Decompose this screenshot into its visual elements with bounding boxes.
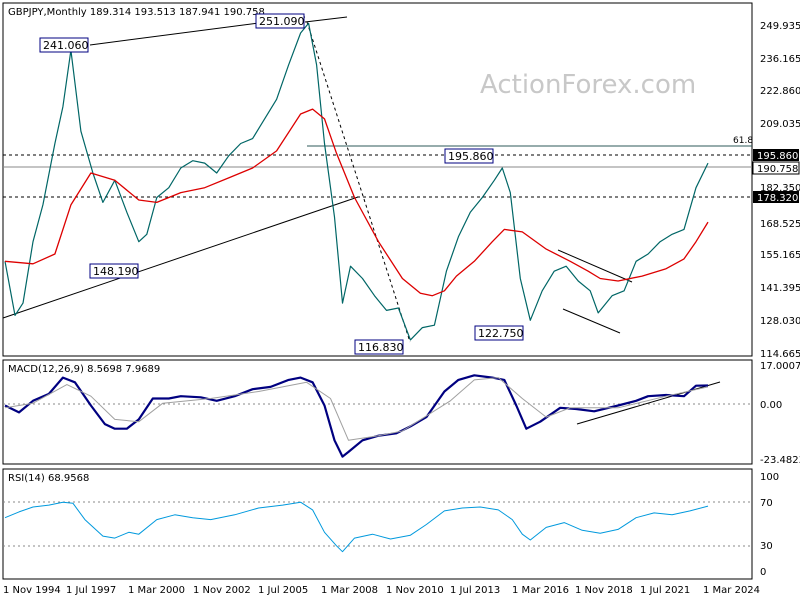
annotation-box xyxy=(474,325,524,341)
channel-upper xyxy=(557,249,633,283)
x-tick: 1 Jul 2021 xyxy=(640,585,690,596)
price-annotations: 241.060 251.090 148.190 195.860 116.830 … xyxy=(39,13,524,355)
price-y-tick: 114.665 xyxy=(760,349,800,360)
annotation-box xyxy=(39,37,89,53)
x-tick: 1 Mar 2008 xyxy=(321,585,378,596)
price-y-tick: 141.395 xyxy=(760,283,800,294)
macd-panel-title: MACD(12,26,9) 8.5698 7.9689 xyxy=(8,364,160,375)
annotation-box xyxy=(255,13,305,29)
rsi-y-tick: 100 xyxy=(760,472,779,483)
marker-195-text: 195.860 xyxy=(757,151,798,162)
marker-190-bg xyxy=(752,161,800,175)
x-tick: 1 Jul 2005 xyxy=(258,585,308,596)
price-y-tick: 128.030 xyxy=(760,316,800,327)
price-y-tick: 222.860 xyxy=(760,86,800,97)
trendline-top-right xyxy=(304,16,348,23)
macd-y-tick: 0.00 xyxy=(760,400,782,411)
price-y-tick: 236.165 xyxy=(760,54,800,65)
annotation-box xyxy=(89,263,139,279)
macd-series-group xyxy=(4,374,709,458)
macd-series-line-1 xyxy=(4,377,709,441)
price-y-tick: 209.035 xyxy=(760,119,800,130)
rsi-panel-frame xyxy=(2,468,753,580)
rsi-y-axis: 100 70 30 0 xyxy=(760,472,779,578)
rsi-series-line-0 xyxy=(4,501,709,553)
rsi-y-tick: 30 xyxy=(760,541,773,552)
rsi-series-group xyxy=(4,501,709,553)
annotation-box xyxy=(444,148,494,164)
macd-y-tick: 17.0007 xyxy=(760,361,800,372)
marker-190-text: 190.758 xyxy=(757,164,798,175)
macd-panel-frame xyxy=(2,359,753,465)
price-y-axis: 249.935 236.165 222.860 209.035 182.350 … xyxy=(760,21,800,360)
marker-178-text: 178.320 xyxy=(757,193,798,204)
x-tick: 1 Nov 2002 xyxy=(193,585,251,596)
macd-series-line-0 xyxy=(4,374,709,458)
price-axis-markers: 195.860 190.758 178.320 xyxy=(752,149,800,204)
price-series-line-1 xyxy=(4,108,709,297)
rsi-y-tick: 0 xyxy=(760,567,766,578)
price-y-tick: 182.350 xyxy=(760,183,800,194)
x-tick: 1 Mar 2016 xyxy=(512,585,569,596)
annotation-241: 241.060 xyxy=(43,39,89,52)
marker-195-bg xyxy=(753,149,799,161)
x-tick: 1 Nov 1994 xyxy=(3,585,61,596)
price-series-line-0 xyxy=(4,22,709,341)
price-y-tick: 155.165 xyxy=(760,250,800,261)
price-panel-title: GBPJPY,Monthly 189.314 193.513 187.941 1… xyxy=(8,7,265,18)
macd-trendline xyxy=(576,381,721,425)
price-y-tick: 168.525 xyxy=(760,219,800,230)
annotation-251: 251.090 xyxy=(259,15,305,28)
annotation-box xyxy=(354,339,404,355)
x-tick: 1 Jul 2013 xyxy=(450,585,500,596)
trendline-long-support xyxy=(2,196,359,319)
channel-lower xyxy=(562,308,621,334)
price-panel-frame xyxy=(2,2,753,357)
x-axis: 1 Nov 1994 1 Jul 1997 1 Mar 2000 1 Nov 2… xyxy=(3,585,760,596)
x-tick: 1 Nov 2010 xyxy=(386,585,444,596)
macd-y-axis: 17.0007 0.00 -23.4823 xyxy=(760,361,800,466)
rsi-panel-title: RSI(14) 68.9568 xyxy=(8,473,89,484)
price-y-tick: 249.935 xyxy=(760,21,800,32)
annotation-122: 122.750 xyxy=(478,327,524,340)
macd-y-tick: -23.4823 xyxy=(760,455,800,466)
annotation-148: 148.190 xyxy=(93,265,139,278)
x-tick: 1 Nov 2018 xyxy=(575,585,633,596)
trendline-dashed-decline xyxy=(306,21,411,343)
rsi-y-tick: 70 xyxy=(760,498,773,509)
x-tick: 1 Mar 2024 xyxy=(703,585,760,596)
x-tick: 1 Mar 2000 xyxy=(128,585,185,596)
annotation-195: 195.860 xyxy=(448,150,494,163)
level-lines: 61.8 xyxy=(3,136,753,198)
x-tick: 1 Jul 1997 xyxy=(66,585,116,596)
price-series-group xyxy=(4,22,709,341)
annotation-116: 116.830 xyxy=(358,341,404,354)
marker-178-bg xyxy=(753,191,799,203)
watermark-text: ActionForex.com xyxy=(480,70,696,100)
fib-level-label: 61.8 xyxy=(733,136,753,146)
